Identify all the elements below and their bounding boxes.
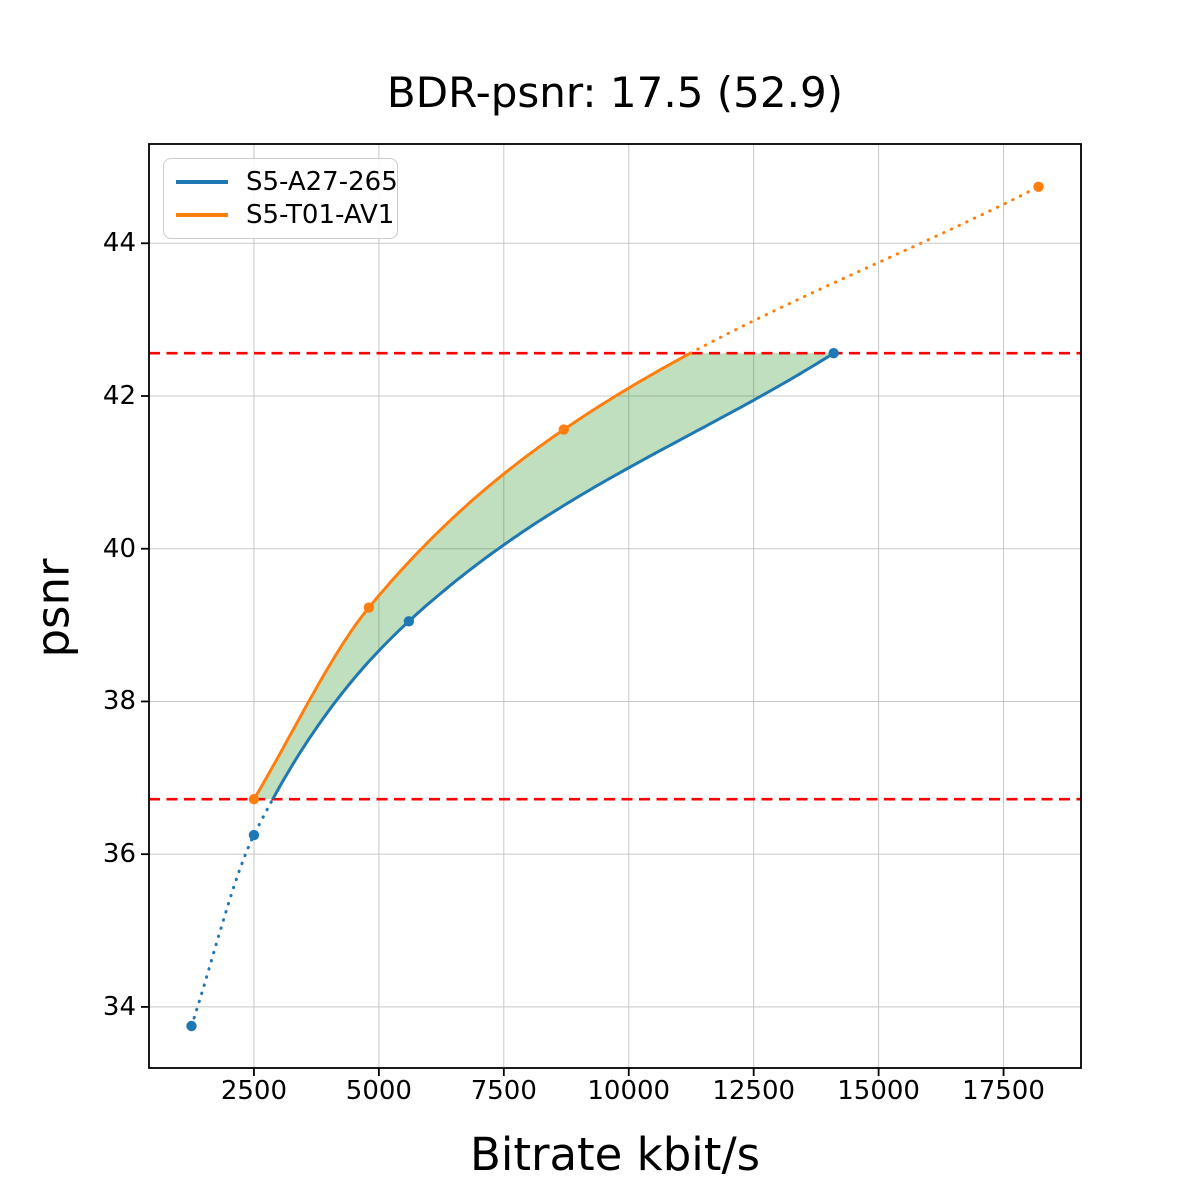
legend-line-swatch-orange — [176, 213, 228, 217]
series-1-marker — [248, 794, 260, 805]
y-axis-label: psnr — [26, 558, 80, 658]
legend-label: S5-T01-AV1 — [246, 200, 395, 230]
x-axis-label: Bitrate kbit/s — [469, 1128, 761, 1181]
y-tick-label: 40 — [102, 533, 136, 564]
y-tick-label: 34 — [102, 991, 136, 1022]
y-tick-label: 44 — [102, 228, 136, 259]
legend-item-s5-t01-av1: S5-T01-AV1 — [176, 202, 394, 228]
x-tick-label: 15000 — [837, 1076, 920, 1106]
series-0-marker — [403, 616, 415, 627]
x-tick-label: 7500 — [470, 1076, 537, 1106]
legend-line-swatch-blue — [176, 180, 228, 184]
series-0-solid-line — [271, 351, 835, 800]
chart-title: BDR-psnr: 17.5 (52.9) — [386, 68, 844, 117]
legend: S5-A27-265 S5-T01-AV1 — [163, 158, 398, 239]
y-tick-label: 36 — [102, 839, 136, 870]
series-1-marker — [363, 602, 375, 613]
series-0-marker — [828, 348, 839, 359]
legend-item-s5-a27-265: S5-A27-265 — [176, 169, 398, 195]
x-tick-label: 10000 — [587, 1076, 671, 1106]
series-1-dotted-line — [688, 185, 1040, 355]
series-1-marker — [558, 424, 569, 435]
series-0-marker — [248, 829, 260, 841]
series-0-marker — [186, 1020, 197, 1032]
x-tick-label: 17500 — [962, 1076, 1045, 1106]
x-tick-label: 2500 — [220, 1076, 288, 1106]
y-tick-label: 38 — [102, 686, 136, 717]
axes-spines — [148, 143, 1082, 1069]
series-0-dotted-line — [190, 797, 275, 1028]
bd-overlap-fill — [253, 353, 834, 800]
series-1-marker — [1033, 181, 1044, 192]
y-tick-label: 42 — [102, 381, 136, 411]
legend-label: S5-A27-265 — [246, 167, 398, 197]
series-1-solid-line — [252, 351, 692, 800]
x-tick-label: 5000 — [345, 1076, 412, 1106]
x-tick-label: 12500 — [712, 1076, 796, 1106]
